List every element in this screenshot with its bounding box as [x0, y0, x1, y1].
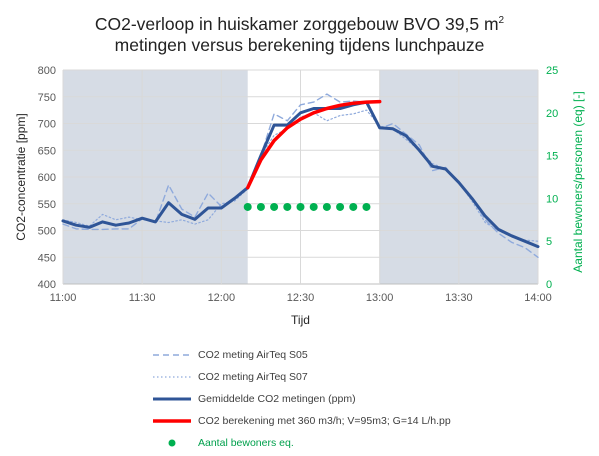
legend-swatch: [153, 419, 191, 423]
x-tick-label: 13:00: [366, 292, 394, 304]
persons-marker: [322, 202, 331, 211]
chart-title: CO2-verloop in huiskamer zorggebouw BVO …: [0, 10, 599, 35]
chart-subtitle: metingen versus berekening tijdens lunch…: [114, 35, 485, 55]
series-line-3: [245, 99, 382, 190]
legend-label: Gemiddelde CO2 metingen (ppm): [198, 393, 356, 405]
y-tick-label: 650: [38, 145, 56, 157]
y-axis-label: CO2-concentratie [ppm]: [14, 113, 28, 240]
persons-marker: [243, 202, 252, 211]
persons-marker: [309, 202, 318, 211]
legend-label: CO2 meting AirTeq S05: [198, 349, 308, 361]
persons-marker: [349, 202, 358, 211]
legend-swatch: [153, 354, 191, 356]
y2-tick-label: 15: [546, 151, 558, 163]
legend-item: Aantal bewoners eq.: [150, 433, 294, 453]
legend-swatch: [153, 376, 191, 378]
chart-title-superscript: 2: [498, 15, 505, 26]
persons-marker: [362, 202, 371, 211]
legend-label: CO2 berekening met 360 m3/h; V=95m3; G=1…: [198, 415, 451, 427]
y-tick-label: 500: [38, 226, 56, 238]
legend-item: CO2 meting AirTeq S05: [150, 345, 308, 365]
legend-swatch: [153, 397, 191, 401]
y2-axis-label: Aantal bewoners/personen (eq) [-]: [571, 91, 585, 272]
legend-swatch: [168, 439, 176, 447]
persons-marker: [270, 202, 279, 211]
persons-marker: [256, 202, 265, 211]
y2-tick-label: 25: [546, 65, 558, 77]
y-tick-label: 600: [38, 172, 56, 184]
x-axis-label: Tijd: [291, 313, 310, 327]
legend-item: CO2 meting AirTeq S07: [150, 367, 308, 387]
persons-marker: [283, 202, 292, 211]
y2-tick-label: 5: [546, 236, 552, 248]
chart-title-line1: CO2-verloop in huiskamer zorggebouw BVO …: [94, 13, 499, 34]
legend-marker: [168, 439, 176, 447]
legend-label: CO2 meting AirTeq S07: [198, 371, 308, 383]
y2-tick-label: 10: [546, 193, 558, 205]
x-tick-label: 12:30: [287, 292, 315, 304]
persons-marker: [336, 202, 345, 211]
y2-tick-label: 0: [546, 279, 552, 291]
x-tick-label: 12:00: [208, 292, 236, 304]
series-line-2: [61, 100, 540, 249]
x-tick-label: 11:30: [129, 292, 156, 304]
x-tick-label: 13:30: [445, 292, 473, 304]
y-tick-label: 550: [38, 199, 56, 211]
y2-tick-label: 20: [546, 108, 558, 120]
y-tick-label: 450: [38, 252, 56, 264]
y-tick-label: 750: [38, 92, 56, 104]
y-tick-label: 400: [38, 279, 56, 291]
y-tick-label: 800: [38, 65, 56, 77]
y-tick-label: 700: [38, 119, 56, 131]
persons-marker: [296, 202, 305, 211]
legend-item: Gemiddelde CO2 metingen (ppm): [150, 389, 356, 409]
legend-label: Aantal bewoners eq.: [198, 437, 294, 449]
x-tick-label: 14:00: [524, 292, 552, 304]
legend-item: CO2 berekening met 360 m3/h; V=95m3; G=1…: [150, 411, 451, 431]
x-tick-label: 11:00: [50, 292, 77, 304]
